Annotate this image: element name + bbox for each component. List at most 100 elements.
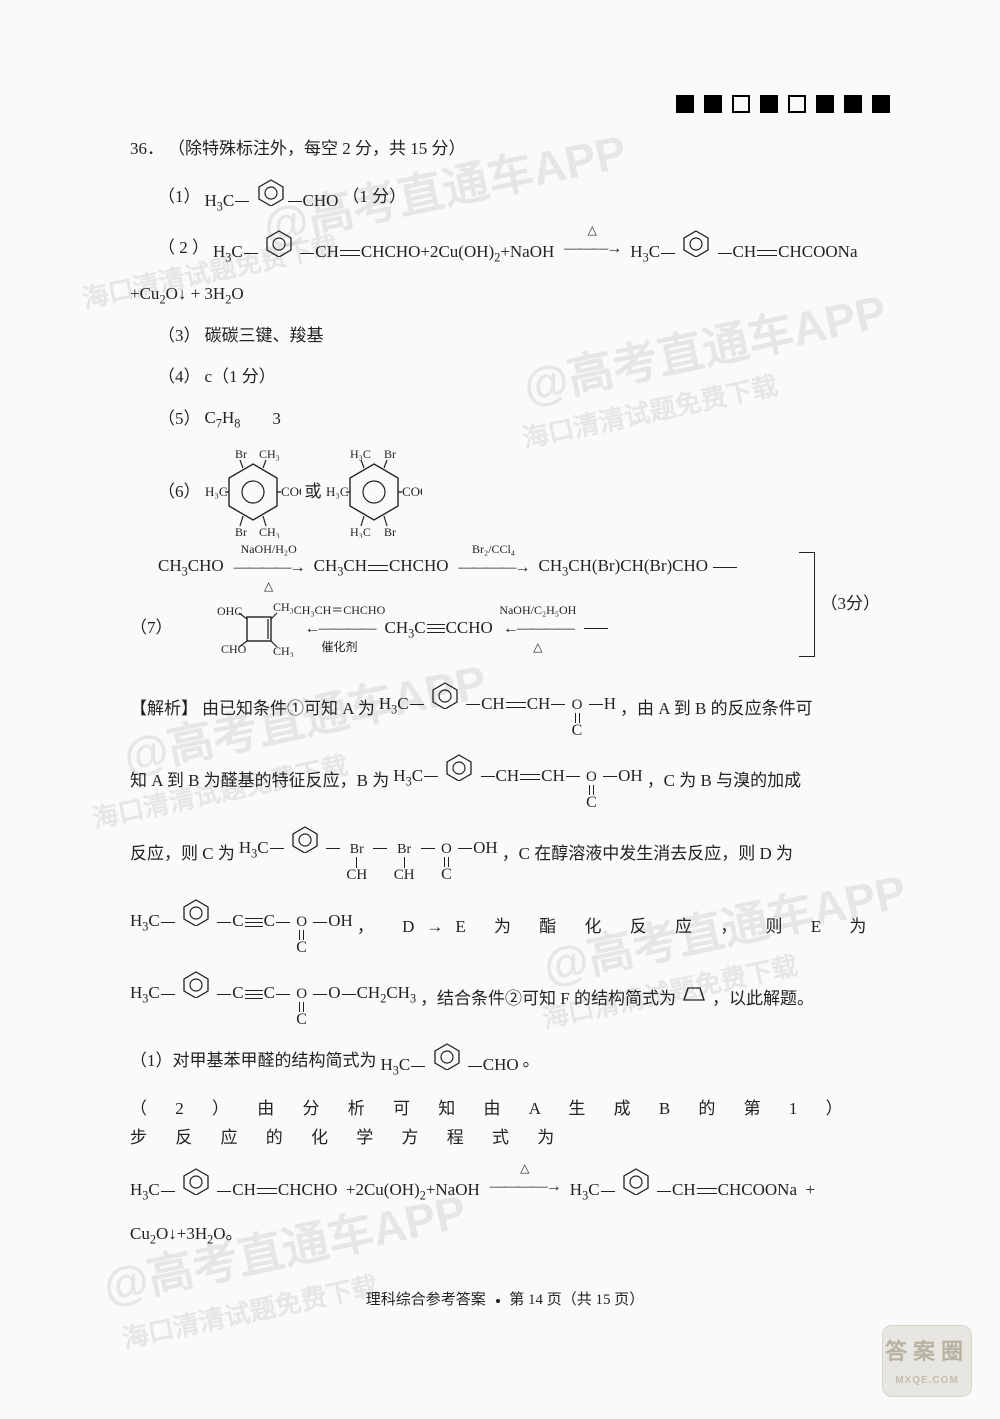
answer-text: 3 [272,405,281,434]
answer-text: c（1 分） [205,363,276,392]
corner-markers [676,95,890,113]
part-2: （ 2 ） H3C CHCHCHO+2Cu(OH)2+NaOH △ ———→ H… [158,229,880,268]
analysis-label: 【解析】 [130,695,198,724]
formula: H3C CHO [381,1042,519,1081]
svg-text:H₃C: H₃C [326,484,349,499]
formula: H3C CC OC OH [130,898,353,956]
formula-tail: +Cu2O↓ + 3H2O [130,280,244,310]
marker-sq [704,95,722,113]
formula: H3C CC OC OCH2CH3 [130,970,416,1028]
text: 反应，则 C 为 [130,840,235,869]
formula: H3C CHCHCHO+2Cu(OH)2+NaOH [213,229,554,268]
scheme-row-bottom: （7） OHC CHO CH₃ CH₃ [158,601,799,657]
benzene-icon [256,178,286,206]
svg-text:CH₃: CH₃ [273,601,294,614]
svg-text:H₃C: H₃C [350,525,371,538]
part-label: （ 2 ） [158,234,209,263]
analysis-line-3: 反应，则 C 为 H3C BrCH BrCH OC OH ，C 在醇溶液中发生消… [130,825,880,884]
svg-text:H₃C: H₃C [205,484,228,499]
formula-tail: Cu2O↓+3H2O。 [130,1220,243,1250]
dot-icon [496,1299,500,1303]
text: ， D→E 为 酯 化 反 应 ， 则 E 为 [357,913,879,942]
text: 由已知条件①可知 A 为 [202,695,375,724]
text: ，以此解题。 [712,985,814,1014]
marker-sq [732,95,750,113]
part-5: （5） C7H8 3 [158,404,880,434]
analysis-line-5: H3C CC OC OCH2CH3 ，结合条件②可知 F 的结构简式为 ，以此解… [130,970,880,1028]
content: 36． （除特殊标注外，每空 2 分，共 15 分） （1） H3C CHO （… [130,135,880,1314]
part-3: （3） 碳碳三键、羧基 [158,322,880,351]
scheme-row-top: CH3CHO NaOH/H₂O————→△ CH3CHCHCHO Br₂/CCl… [158,552,799,582]
part-label: （5） [158,405,201,434]
analysis-line-2: 知 A 到 B 为醛基的特征反应，B 为 H3C CHCH OC OH ，C 为… [130,753,880,811]
answer-text: 碳碳三键、羧基 [205,322,324,351]
page-root: @高考直通车APP 海口清清试题免费下载 @高考直通车APP 海口清清试题免费下… [0,0,1000,1419]
footer-left: 理科综合参考答案 [366,1292,486,1308]
question-heading: 36． （除特殊标注外，每空 2 分，共 15 分） [130,135,880,164]
part-1: （1） H3C CHO （1 分） [158,178,880,217]
analysis-sub-2b: H3C CHCHCHO +2Cu(OH)2+NaOH △ ————→ H3C C… [130,1167,880,1206]
structure-6a: H₃C COOH Br CH₃ Br CH₃ [205,446,301,538]
text: ，由 A 到 B 的反应条件可 [620,695,813,724]
reaction-arrow: △ ————→ [484,1172,566,1201]
question-heading-text: （除特殊标注外，每空 2 分，共 15 分） [168,135,466,164]
cyclobutane-icon [680,982,708,1016]
product-ring: OHC CHO CH₃ CH₃ [217,601,295,657]
brand-logo-url: MXQE.COM [895,1372,959,1389]
analysis-sub-1: （1）对甲基苯甲醛的结构简式为 H3C CHO 。 [130,1042,880,1081]
text: ，C 为 B 与溴的加成 [647,767,801,796]
part-label: （1） [158,183,201,212]
structure-6b: H₃C COOH H₃C Br H₃C Br [326,446,422,538]
svg-text:Br: Br [235,525,247,538]
text: 知 A 到 B 为醛基的特征反应，B 为 [130,767,389,796]
marker-sq [760,95,778,113]
part-label: （4） [158,363,201,392]
formula: H3C CHCHCHO +2Cu(OH)2+NaOH [130,1167,480,1206]
brand-logo: 答案圈 MXQE.COM [882,1325,972,1397]
answer-text: C7H8 [205,404,241,434]
svg-text:OHC: OHC [217,604,242,618]
svg-text:Br: Br [384,447,396,461]
analysis-sub-2a: （ 2 ） 由 分 析 可 知 由 A 生 成 B 的 第 1 ） 步 反 应 … [130,1095,880,1153]
part-label: （3） [158,322,201,351]
text: （ 2 ） 由 分 析 可 知 由 A 生 成 B 的 第 1 ） 步 反 应 … [130,1095,880,1153]
part-label: （6） [158,478,201,507]
page-footer: 理科综合参考答案 第 14 页（共 15 页） [130,1288,880,1314]
part-6: （6） H₃C COOH Br CH₃ Br CH₃ 或 [158,446,880,538]
analysis-sub-2c: Cu2O↓+3H2O。 [130,1220,880,1250]
text: （1）对甲基苯甲醛的结构简式为 [130,1047,377,1076]
formula: H3C CHCHCOONa [630,229,857,268]
loop-bracket [799,552,815,656]
text: ，C 在醇溶液中发生消去反应，则 D 为 [502,840,793,869]
question-number: 36． [130,135,164,164]
svg-text:COOH: COOH [402,484,422,499]
marker-sq [844,95,862,113]
marker-sq [872,95,890,113]
text: 。 [523,1047,540,1076]
marker-sq [676,95,694,113]
reaction-arrow: △ ———→ [558,234,626,263]
analysis-line-1: 【解析】 由已知条件①可知 A 为 H3C CHCH OC H ，由 A 到 B… [130,681,880,739]
part-2-tail: +Cu2O↓ + 3H2O [130,280,880,310]
formula: H3C BrCH BrCH OC OH [239,825,498,884]
svg-text:H₃C: H₃C [350,447,371,461]
svg-text:Br: Br [384,525,396,538]
score-note: （1 分） [342,183,406,212]
part-label: （7） [130,614,173,643]
part-4: （4） c（1 分） [158,363,880,392]
analysis-line-4: H3C CC OC OH ， D→E 为 酯 化 反 应 ， 则 E 为 [130,898,880,956]
text: ，结合条件②可知 F 的结构简式为 [420,985,676,1014]
svg-text:CH₃: CH₃ [259,525,280,538]
score-note: （3分） [821,590,881,619]
formula: H3C CHO [205,178,339,217]
footer-right: 第 14 页（共 15 页） [509,1292,644,1308]
svg-text:CH₃: CH₃ [259,447,280,461]
marker-sq [816,95,834,113]
svg-text:COOH: COOH [281,484,301,499]
formula: H3C CHCHCOONa + [570,1167,815,1206]
svg-text:Br: Br [235,447,247,461]
formula: H3C CHCH OC H [379,681,616,739]
connector-or: 或 [305,478,322,507]
marker-sq [788,95,806,113]
brand-logo-text: 答案圈 [885,1333,969,1370]
